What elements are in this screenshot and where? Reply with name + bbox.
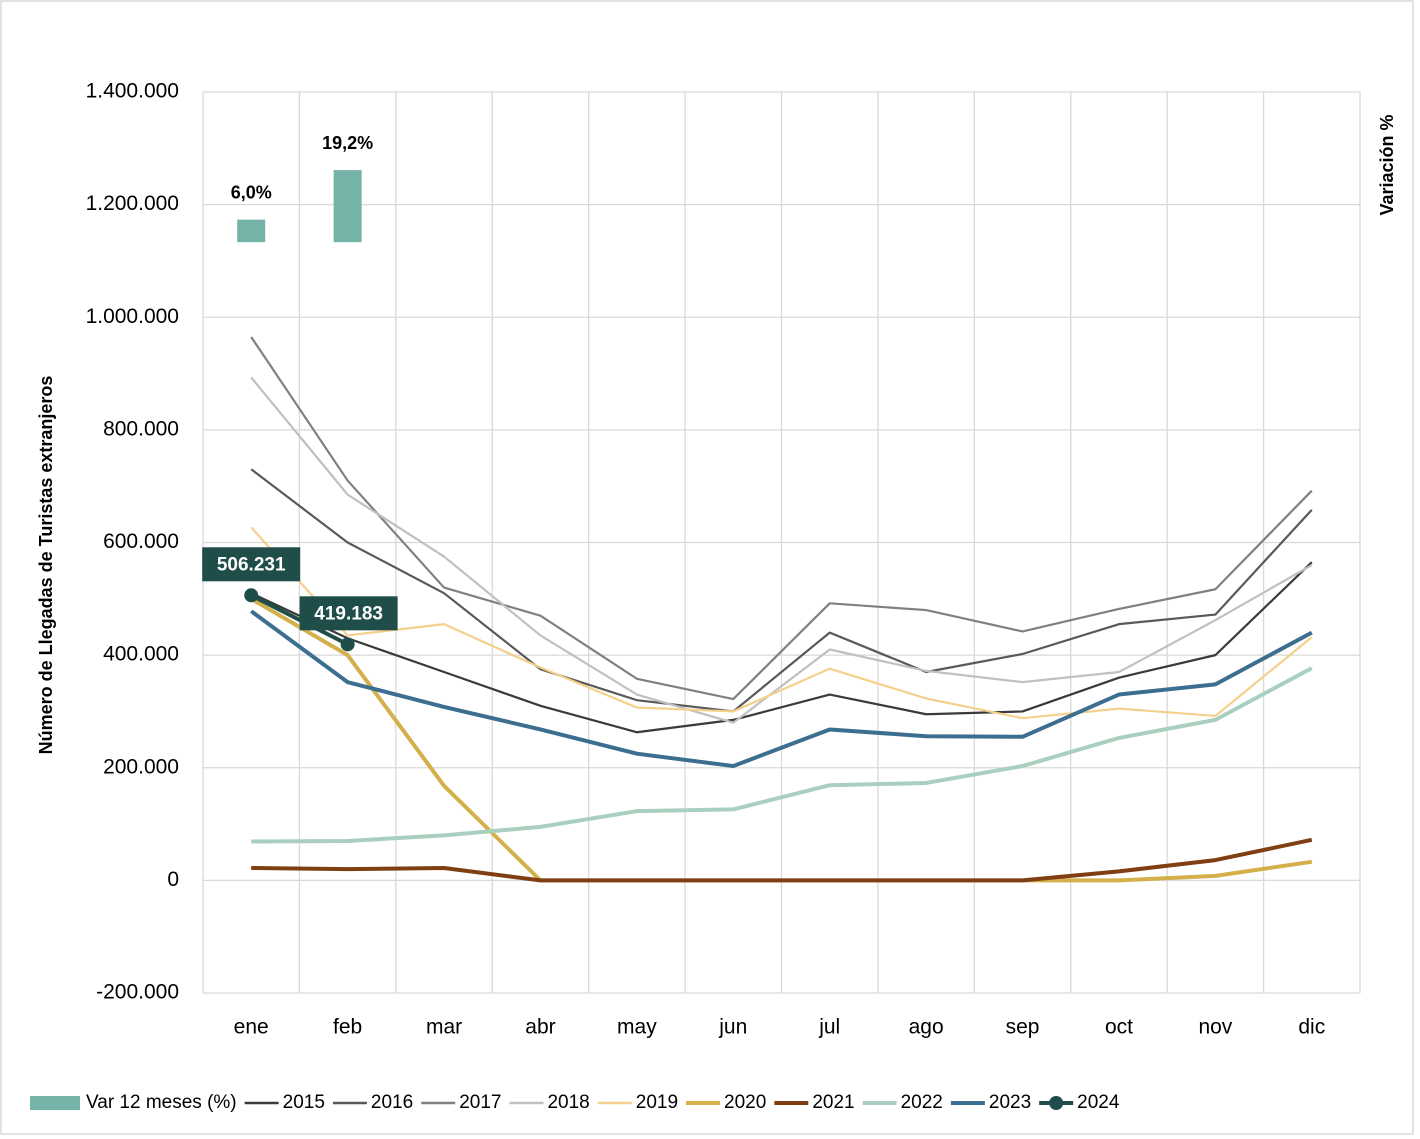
legend-label: 2021 [812,1092,854,1113]
line [251,666,1313,844]
x-tick-label: feb [333,1016,362,1039]
line [250,593,349,647]
legend-label: 2023 [989,1092,1031,1113]
legend-label: 2015 [283,1092,325,1113]
legend-label: 2024 [1077,1092,1120,1113]
y-tick-label: 1.000.000 [86,305,179,328]
point [340,637,355,652]
data-label-box: 419.183 [299,596,398,631]
x-tick-label: ago [909,1016,944,1039]
line [250,376,1313,724]
y-tick-label: 600.000 [103,530,179,553]
data-label: 506.231 [217,554,286,575]
x-tick-label: nov [1198,1016,1232,1039]
bar [237,219,266,243]
x-tick-label: jun [718,1016,747,1039]
line [250,561,1313,734]
y-tick-label: 0 [167,868,179,891]
y-tick-label: 1.400.000 [86,80,179,103]
data-label: 419.183 [314,603,383,624]
legend-label: 2018 [547,1092,589,1113]
data-label: 19,2% [322,133,373,153]
y2-axis-title: Variación % [1377,114,1397,215]
legend-label: 2019 [636,1092,678,1113]
x-tick-label: may [617,1016,657,1039]
legend-marker [1049,1096,1064,1110]
x-tick-label: dic [1298,1016,1325,1039]
x-tick-label: ene [234,1016,269,1039]
data-label: 6,0% [231,182,272,202]
legend-swatch [30,1096,80,1110]
legend-label: 2020 [724,1092,766,1113]
line [250,609,1313,769]
line [250,468,1313,713]
line [250,336,1313,701]
legend-label: 2017 [459,1092,501,1113]
legend-label: 2022 [901,1092,943,1113]
y-tick-label: 200.000 [103,755,179,778]
y-tick-label: 800.000 [103,417,179,440]
label-bg [299,596,398,631]
x-tick-label: sep [1006,1016,1040,1039]
line [250,526,1313,720]
x-tick-label: oct [1105,1016,1133,1039]
data-label-box: 506.231 [202,547,301,582]
x-tick-label: abr [525,1016,555,1039]
point [244,588,259,603]
line [251,837,1313,883]
y-axis-title: Número de Llegadas de Turistas extranjer… [36,376,56,755]
label-bg [202,547,301,582]
bar [333,170,362,243]
legend-label: 2016 [371,1092,413,1113]
x-tick-label: jul [818,1016,840,1039]
legend-label: Var 12 meses (%) [86,1092,237,1113]
y-tick-label: 400.000 [103,643,179,666]
y-tick-label: 1.200.000 [86,192,179,215]
x-tick-label: mar [426,1016,462,1039]
y-tick-label: -200.000 [96,981,179,1004]
